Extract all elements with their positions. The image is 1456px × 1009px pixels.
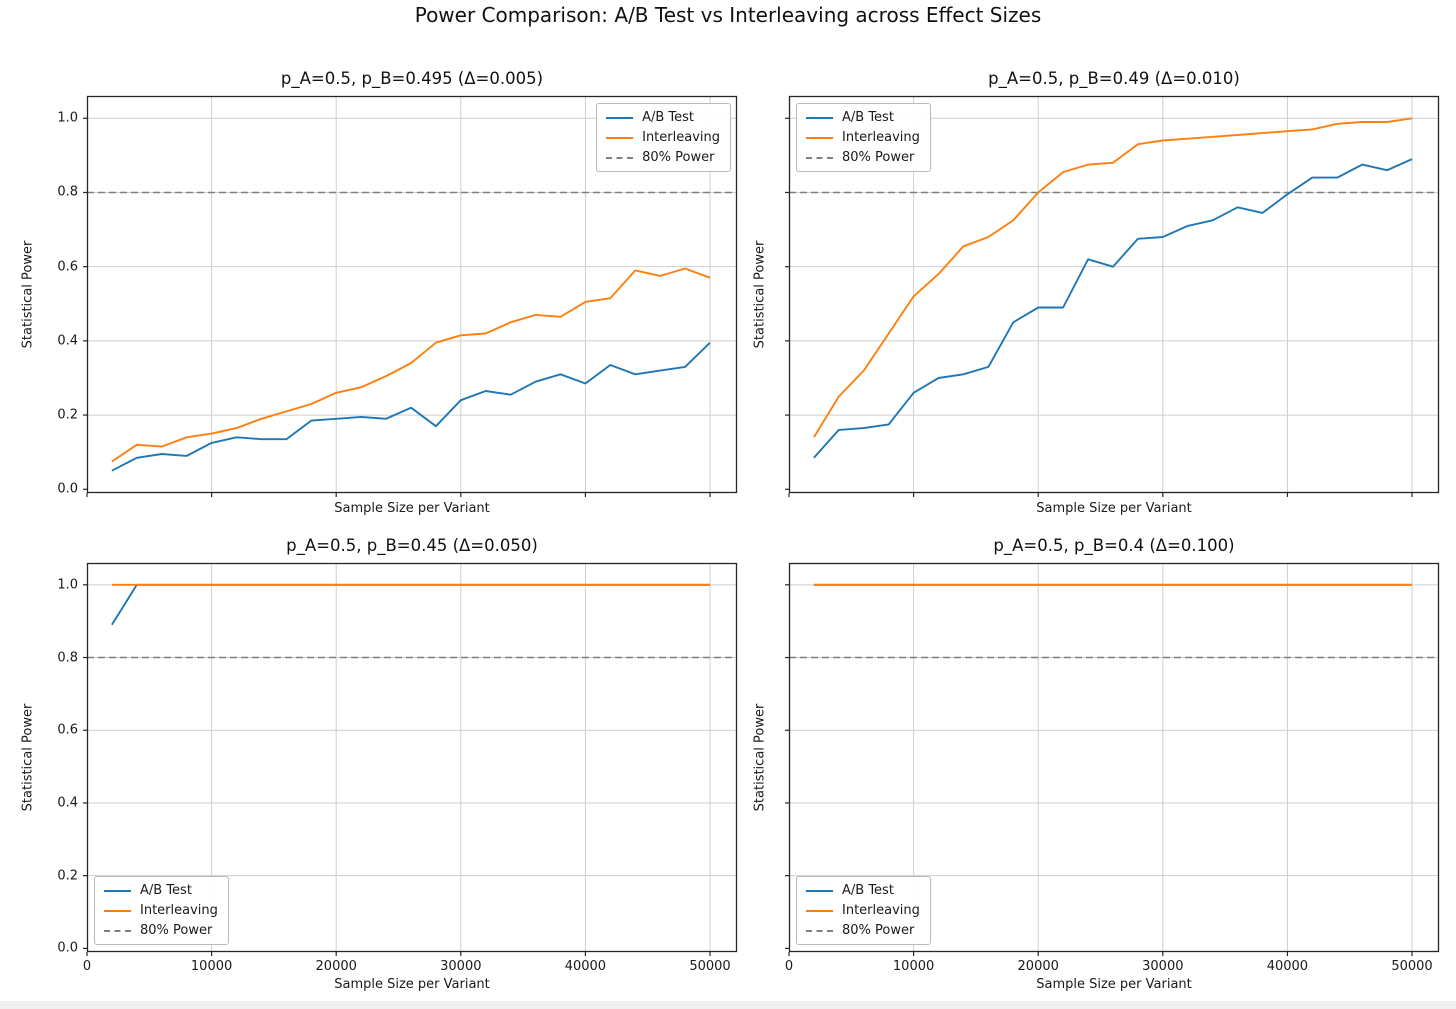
legend-label: A/B Test (842, 883, 894, 898)
y-tick-label: 0.4 (57, 333, 78, 349)
subplot-title: p_A=0.5, p_B=0.45 (Δ=0.050) (286, 536, 538, 555)
subplot-bottom-right: p_A=0.5, p_B=0.4 (Δ=0.100) Statistical P… (753, 536, 1440, 992)
legend-item: 80% Power (104, 923, 218, 938)
legend: A/B Test Interleaving 80% Power (796, 103, 931, 172)
plot-area (83, 95, 738, 497)
legend-item: A/B Test (104, 883, 218, 898)
x-tick-label: 50000 (1391, 959, 1433, 974)
subplot-top-right: p_A=0.5, p_B=0.49 (Δ=0.010) Statistical … (753, 69, 1440, 516)
legend-item: Interleaving (104, 903, 218, 918)
y-axis-label: Statistical Power (752, 240, 768, 349)
y-tick-label: 0.6 (57, 259, 78, 275)
y-tick-label: 1.0 (57, 110, 78, 126)
legend-item: A/B Test (606, 110, 720, 125)
x-tick-label: 20000 (315, 959, 357, 974)
y-axis-label: Statistical Power (20, 703, 36, 812)
legend-item: 80% Power (806, 150, 920, 165)
legend-item: A/B Test (806, 883, 920, 898)
legend: A/B Test Interleaving 80% Power (94, 876, 229, 945)
plot-area (785, 562, 1440, 956)
subplot-top-left: p_A=0.5, p_B=0.495 (Δ=0.005) Statistical… (21, 69, 738, 516)
legend-label: 80% Power (140, 923, 213, 938)
x-tick-label: 40000 (564, 959, 607, 974)
legend-label: A/B Test (642, 110, 695, 125)
x-axis-label: Sample Size per Variant (1036, 501, 1192, 516)
y-tick-label: 0.0 (57, 940, 78, 956)
legend-label: 80% Power (842, 150, 915, 165)
x-axis-label: Sample Size per Variant (334, 501, 490, 516)
ab-test-line-sample (104, 889, 131, 892)
legend: A/B Test Interleaving 80% Power (796, 876, 931, 945)
figure-title: Power Comparison: A/B Test vs Interleavi… (414, 3, 1042, 27)
x-tick-label: 10000 (190, 959, 233, 974)
interleaving-line-sample (806, 136, 833, 139)
legend-label: Interleaving (842, 130, 920, 145)
power-ref-line-sample (806, 156, 833, 159)
plot-area (83, 562, 738, 956)
x-axis-label: Sample Size per Variant (334, 977, 490, 992)
page-bottom-strip (0, 1001, 1456, 1009)
power-ref-line-sample (104, 929, 131, 932)
legend-label: Interleaving (642, 130, 720, 145)
legend-label: 80% Power (842, 923, 915, 938)
y-tick-label: 0.2 (57, 868, 78, 884)
y-tick-label: 0.4 (57, 795, 78, 811)
y-tick-label: 0.0 (57, 481, 78, 497)
x-tick-label: 20000 (1017, 959, 1059, 974)
x-tick-label: 40000 (1266, 959, 1309, 974)
power-ref-line-sample (606, 156, 634, 159)
x-tick-label: 30000 (1142, 959, 1184, 974)
legend-item: 80% Power (806, 923, 920, 938)
interleaving-line-sample (606, 136, 634, 139)
legend-item: Interleaving (606, 130, 720, 145)
legend-item: Interleaving (806, 903, 920, 918)
ab-test-line-sample (606, 116, 634, 119)
x-axis-label: Sample Size per Variant (1036, 977, 1192, 992)
subplot-title: p_A=0.5, p_B=0.495 (Δ=0.005) (280, 69, 544, 88)
y-tick-label: 0.2 (57, 407, 78, 423)
subplot-bottom-left: p_A=0.5, p_B=0.45 (Δ=0.050) Statistical … (21, 536, 738, 992)
legend-label: A/B Test (842, 110, 894, 125)
y-axis-label: Statistical Power (20, 240, 36, 349)
y-tick-label: 0.8 (57, 184, 78, 200)
x-tick-label: 50000 (689, 959, 731, 974)
legend-item: 80% Power (606, 150, 720, 165)
subplot-title: p_A=0.5, p_B=0.4 (Δ=0.100) (993, 536, 1235, 555)
interleaving-line-sample (104, 909, 131, 912)
x-tick-label: 30000 (440, 959, 482, 974)
power-ref-line-sample (806, 929, 833, 932)
ab-test-line-sample (806, 889, 833, 892)
y-axis-label: Statistical Power (752, 703, 768, 812)
legend-item: Interleaving (806, 130, 920, 145)
legend-label: Interleaving (842, 903, 920, 918)
legend-label: Interleaving (140, 903, 218, 918)
y-tick-label: 1.0 (57, 577, 78, 593)
x-tick-label: 10000 (892, 959, 935, 974)
y-tick-label: 0.8 (57, 650, 78, 666)
legend-label: 80% Power (642, 150, 715, 165)
legend-item: A/B Test (806, 110, 920, 125)
x-tick-label: 0 (784, 959, 794, 974)
x-tick-label: 0 (82, 959, 92, 974)
ab-test-line-sample (806, 116, 833, 119)
interleaving-line-sample (806, 909, 833, 912)
legend-label: A/B Test (140, 883, 192, 898)
subplot-title: p_A=0.5, p_B=0.49 (Δ=0.010) (988, 69, 1240, 88)
legend: A/B Test Interleaving 80% Power (596, 103, 731, 172)
y-tick-label: 0.6 (57, 722, 78, 738)
